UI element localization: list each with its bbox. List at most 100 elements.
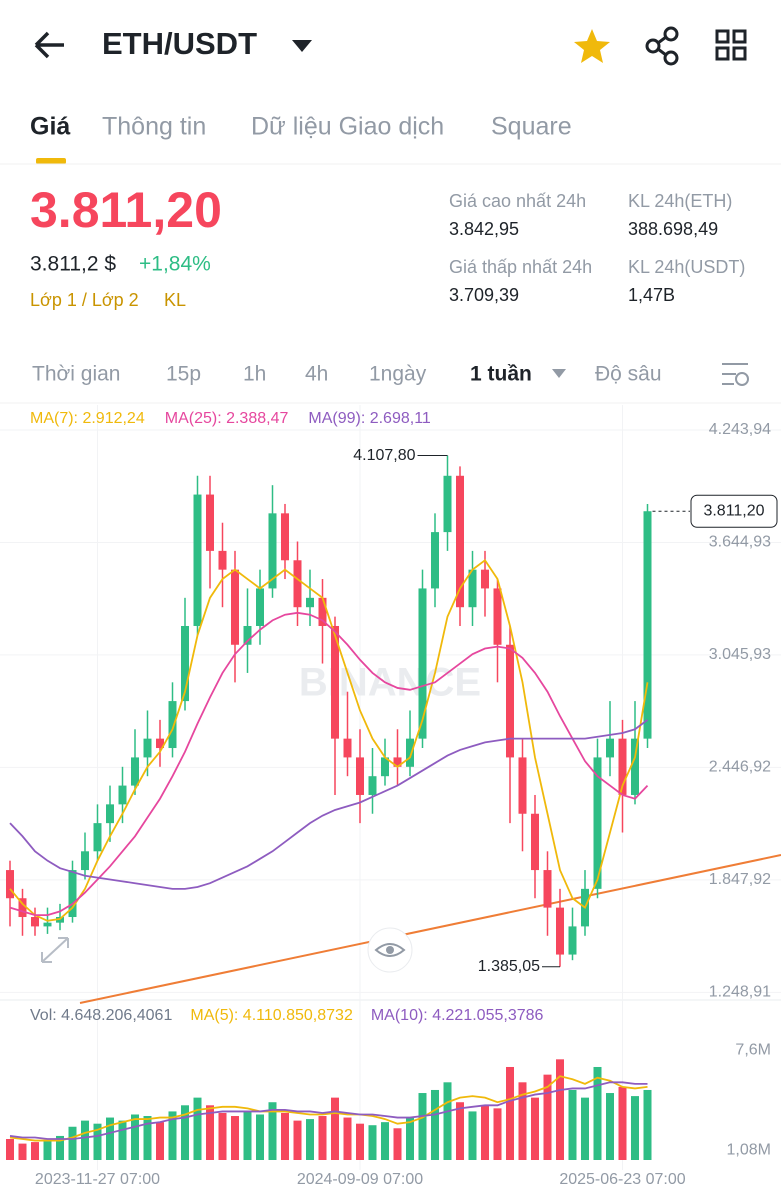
volume-bar: [643, 1089, 652, 1160]
interval[interactable]: 15p: [166, 363, 201, 386]
volume-bar: [168, 1111, 177, 1160]
y-tick-label: 2.446,92: [709, 759, 771, 776]
tab[interactable]: Square: [491, 113, 572, 141]
favorite-star[interactable]: [574, 29, 610, 63]
candle-body: [106, 804, 114, 824]
candle-body: [193, 494, 202, 626]
low-label: 1.385,05: [478, 958, 540, 975]
candle-body: [556, 907, 564, 955]
volume-bar: [431, 1089, 439, 1160]
volume-bar: [418, 1093, 427, 1160]
watermark: BINANCE: [299, 661, 481, 705]
interval[interactable]: 1ngày: [369, 363, 427, 386]
volume-bar: [393, 1128, 402, 1160]
x-tick-label: 2025-06-23 07:00: [559, 1171, 685, 1188]
volume-bar: [218, 1112, 227, 1160]
candle-body: [68, 870, 77, 918]
interval[interactable]: 1h: [243, 363, 266, 386]
tag[interactable]: Lớp 1 / Lớp 2: [30, 290, 139, 310]
volume-bar: [81, 1120, 89, 1160]
ma-line: [9, 611, 649, 917]
candle-body: [156, 738, 164, 749]
interval[interactable]: 1 tuần: [470, 363, 532, 386]
volume-bar: [231, 1116, 239, 1160]
candle-body: [306, 597, 314, 608]
volume-bar: [131, 1114, 139, 1160]
tab-indicator: [36, 158, 66, 164]
candle-body: [356, 757, 364, 795]
candle-body: [393, 757, 402, 767]
last-price: 3.811,20: [30, 182, 222, 238]
expand-icon[interactable]: [32, 930, 78, 972]
y-tick-label: 3.045,93: [709, 646, 771, 663]
y-tick-label: 3.644,93: [709, 534, 771, 551]
volume-bar: [618, 1086, 627, 1160]
volume-bar: [556, 1059, 564, 1160]
stat-value: 388.698,49: [628, 219, 718, 239]
volume-bar: [68, 1126, 77, 1160]
eye-icon[interactable]: [367, 927, 413, 973]
candle-body: [281, 513, 289, 561]
volume-bar: [56, 1135, 64, 1160]
volume-bar: [581, 1097, 589, 1160]
volume-bar: [631, 1096, 639, 1160]
volume-bar: [93, 1123, 102, 1160]
candle-body: [381, 757, 389, 777]
candle-body: [506, 644, 514, 758]
volume-bar: [318, 1116, 327, 1160]
volume-bar: [6, 1139, 14, 1160]
volume-bar: [43, 1140, 52, 1160]
ma-legend: MA(99): 2.698,11: [308, 410, 431, 427]
tag[interactable]: KL: [164, 290, 186, 310]
volume-bar: [18, 1143, 27, 1160]
ma-line: [9, 719, 649, 890]
stat-label: Giá thấp nhất 24h: [449, 257, 592, 277]
candle-body: [293, 560, 302, 608]
price-change: +1,84%: [139, 253, 211, 276]
pair-title[interactable]: ETH/USDT: [102, 26, 257, 61]
tab[interactable]: Giá: [30, 113, 70, 141]
candle-body: [543, 870, 552, 908]
candle-body: [43, 922, 52, 927]
volume-bar: [206, 1105, 214, 1160]
vol-legend: Vol: 4.648.206,4061: [30, 1007, 172, 1024]
tab[interactable]: Dữ liệu Giao dịch: [251, 113, 444, 141]
ma-legend: MA(25): 2.388,47: [165, 410, 289, 427]
volume-bar: [406, 1117, 414, 1160]
interval[interactable]: Thời gian: [32, 363, 120, 386]
candle-body: [118, 785, 127, 805]
share-button[interactable]: [645, 26, 679, 66]
pair-dropdown[interactable]: [292, 40, 312, 52]
candle-body: [568, 926, 577, 955]
vol-legend: MA(5): 4.110.850,8732: [190, 1007, 353, 1024]
interval[interactable]: Độ sâu: [595, 363, 662, 386]
candle-body: [168, 701, 177, 749]
volume-bar: [268, 1102, 277, 1160]
candle-body: [318, 597, 327, 626]
volume-bar: [493, 1108, 502, 1160]
volume-bar: [331, 1097, 339, 1160]
x-tick-label: 2024-09-09 07:00: [297, 1171, 423, 1188]
tab[interactable]: Thông tin: [102, 113, 206, 141]
volume-bar: [593, 1066, 602, 1160]
candle-body: [468, 569, 477, 608]
back-button[interactable]: [34, 31, 64, 59]
stat-value: 3.709,39: [449, 285, 519, 305]
volume-bar: [143, 1116, 152, 1160]
grid-menu[interactable]: [715, 29, 747, 61]
interval[interactable]: 4h: [305, 363, 328, 386]
ma-line: [9, 558, 649, 922]
trend-line[interactable]: [79, 854, 781, 1004]
candle-body: [6, 870, 14, 899]
last-price-box: [690, 494, 778, 528]
volume-bar: [456, 1102, 464, 1160]
vol-ma-line: [9, 1075, 648, 1142]
candle-body: [456, 475, 464, 608]
volume-bar: [506, 1066, 514, 1160]
chart-settings[interactable]: [722, 363, 749, 386]
interval-dropdown[interactable]: [552, 369, 566, 378]
candle-body: [518, 757, 527, 814]
volume-bar: [181, 1105, 189, 1160]
v-tick-label: 1,08M: [727, 1141, 771, 1158]
y-tick-label: 1.847,92: [709, 871, 771, 888]
